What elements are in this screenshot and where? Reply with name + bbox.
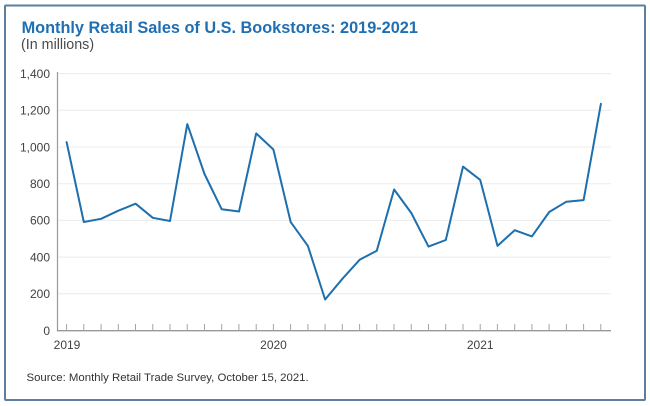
- svg-text:2020: 2020: [260, 338, 287, 352]
- svg-text:Source: Monthly Retail Trade S: Source: Monthly Retail Trade Survey, Oct…: [27, 372, 309, 384]
- svg-text:1,000: 1,000: [20, 140, 50, 154]
- svg-text:2021: 2021: [467, 338, 494, 352]
- svg-text:Monthly Retail Sales of U.S. B: Monthly Retail Sales of U.S. Bookstores:…: [22, 19, 418, 37]
- svg-text:1,200: 1,200: [20, 104, 50, 118]
- svg-text:0: 0: [43, 324, 50, 338]
- svg-text:2019: 2019: [54, 338, 81, 352]
- svg-text:(In millions): (In millions): [21, 37, 94, 53]
- svg-text:400: 400: [30, 250, 50, 264]
- svg-text:600: 600: [30, 214, 50, 228]
- svg-text:200: 200: [30, 287, 50, 301]
- svg-text:1,400: 1,400: [20, 67, 50, 81]
- svg-text:800: 800: [30, 177, 50, 191]
